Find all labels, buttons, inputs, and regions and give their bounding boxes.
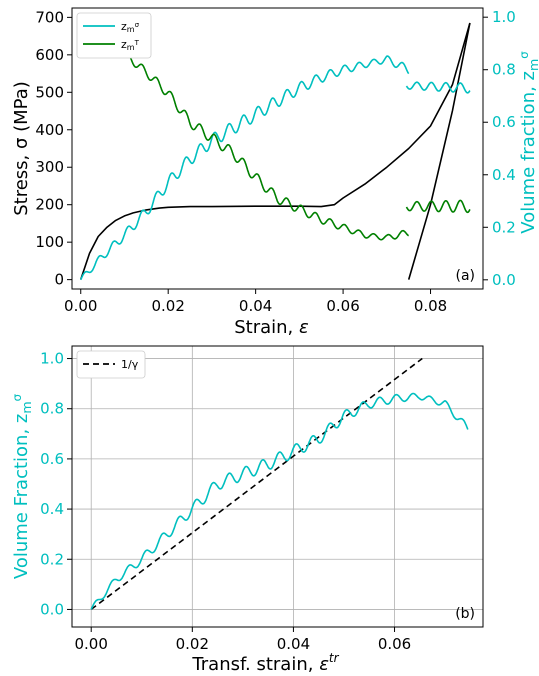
panel-a-legend-label-1: zmT	[121, 38, 140, 52]
panel-a-ytick-label-1: 100	[35, 233, 64, 251]
panel-a-series-1	[407, 22, 471, 280]
panel-b-ytick-label-2: 0.4	[40, 500, 64, 518]
panel-a-xtick-label-4: 0.08	[414, 297, 447, 315]
panel-a-xlabel: Strain, ε	[234, 317, 309, 338]
panel-b-ytick-label-3: 0.6	[40, 450, 64, 468]
panel-b-frame	[71, 345, 484, 628]
panel-b-xtick-label-0: 0.00	[75, 635, 108, 653]
panel-b-xtick-label-1: 0.02	[176, 635, 209, 653]
panel-a-xtick-label-1: 0.02	[151, 297, 184, 315]
panel-a-xtick-label-0: 0.00	[64, 297, 97, 315]
panel-a-ylabel: Stress, σ (MPa)	[11, 81, 32, 216]
panel-a-y2tick-label-1: 0.2	[492, 218, 516, 236]
panel-a-legend-box	[76, 12, 152, 59]
panel-a-series-5	[405, 199, 471, 214]
panel-b-xlabel: Transf. strain, εtr	[191, 651, 339, 675]
panel-a-y2tick-label-3: 0.6	[492, 113, 516, 131]
panel-a-xtick-label-3: 0.06	[326, 297, 359, 315]
panel-b-ytick-label-0: 0.0	[40, 600, 64, 618]
panel-a-ytick-label-4: 400	[35, 121, 64, 139]
panel-a-series-2	[79, 55, 410, 281]
panel-b-series-0	[90, 357, 423, 611]
panel-a-y2tick-label-0: 0.0	[492, 271, 516, 289]
panel-a-ytick-label-0: 0	[54, 271, 64, 289]
panel-a-series-4	[80, 16, 410, 241]
panel-b-ytick-label-4: 0.8	[40, 400, 64, 418]
panel-b-ylabel: Volume Fraction, zmσ	[10, 393, 34, 579]
panel-b-xtick-label-2: 0.04	[277, 635, 310, 653]
panel-a-ytick-label-2: 200	[35, 196, 64, 214]
panel-a-series-0	[79, 22, 471, 280]
panel-a-ytick-label-7: 700	[35, 8, 64, 26]
panel-a-frame	[71, 7, 484, 290]
panel-a-ytick-label-5: 500	[35, 83, 64, 101]
panel-b-xtick-label-3: 0.06	[378, 635, 411, 653]
panel-a-panel-label: (a)	[455, 268, 475, 284]
panel-a-y2label: Volume fraction, zmσ	[517, 51, 539, 234]
panel-a-series-3	[405, 81, 471, 94]
panel-a-ytick-label-6: 600	[35, 46, 64, 64]
panel-a-xtick-label-2: 0.04	[239, 297, 272, 315]
panel-a-ytick-label-3: 300	[35, 158, 64, 176]
panel-a-legend-label-0: zmσ	[121, 20, 140, 34]
panel-b-legend: 1/γ	[76, 350, 146, 379]
panel-a-legend: zmσ zmT	[76, 12, 152, 59]
panel-b-series-1	[90, 392, 469, 610]
panel-b-ytick-label-1: 0.2	[40, 550, 64, 568]
panel-b-legend-box	[76, 350, 146, 379]
panel-a-y2tick-label-5: 1.0	[492, 8, 516, 26]
panel-a-y2tick-label-4: 0.8	[492, 61, 516, 79]
panel-a-y2tick-label-2: 0.4	[492, 166, 516, 184]
panel-b-panel-label: (b)	[455, 606, 475, 622]
panel-b-legend-label-0: 1/γ	[121, 358, 139, 371]
panel-b-ytick-label-5: 1.0	[40, 350, 64, 368]
